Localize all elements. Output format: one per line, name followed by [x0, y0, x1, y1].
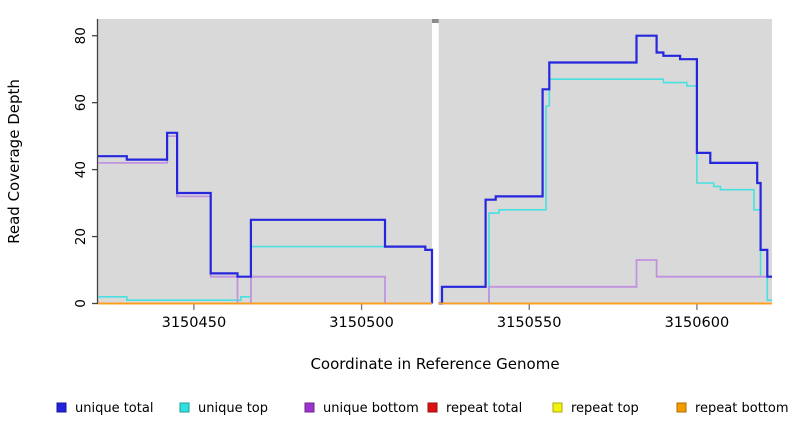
- legend-label-unique-bottom: unique bottom: [323, 401, 419, 416]
- legend-label-repeat-top: repeat top: [571, 401, 639, 416]
- series-line-unique-bottom: [98, 135, 432, 305]
- y-tick-label: 0: [73, 299, 89, 308]
- legend-swatch-unique-top: [179, 402, 190, 413]
- legend-swatch-unique-bottom: [304, 402, 315, 413]
- legend-swatch-unique-total: [56, 402, 67, 413]
- x-tick-label: 3150450: [162, 315, 227, 331]
- legend-label-unique-top: unique top: [198, 401, 268, 416]
- series-line-unique-bottom: [438, 259, 772, 305]
- legend-swatch-repeat-total: [427, 402, 438, 413]
- legend-swatch-repeat-top: [552, 402, 563, 413]
- series-line-unique-total: [438, 34, 772, 305]
- no-data-gap: [431, 19, 439, 304]
- y-tick-label: 20: [73, 228, 89, 245]
- y-tick-label: 80: [73, 27, 89, 44]
- legend-swatch-repeat-bottom: [676, 402, 687, 413]
- x-tick-label: 3150550: [497, 315, 562, 331]
- legend-label-unique-total: unique total: [75, 401, 153, 416]
- legend-label-repeat-total: repeat total: [446, 401, 522, 416]
- y-tick-label: 60: [73, 94, 89, 111]
- gap-top-mark: [431, 19, 439, 23]
- y-axis-title: Read Coverage Depth: [5, 79, 23, 244]
- series-line-unique-top: [438, 78, 772, 305]
- y-tick-label: 40: [73, 161, 89, 178]
- series-line-unique-total: [98, 131, 434, 304]
- x-tick-label: 3150500: [329, 315, 394, 331]
- x-tick-label: 3150600: [665, 315, 730, 331]
- x-axis-title: Coordinate in Reference Genome: [310, 355, 559, 373]
- legend-label-repeat-bottom: repeat bottom: [695, 401, 789, 416]
